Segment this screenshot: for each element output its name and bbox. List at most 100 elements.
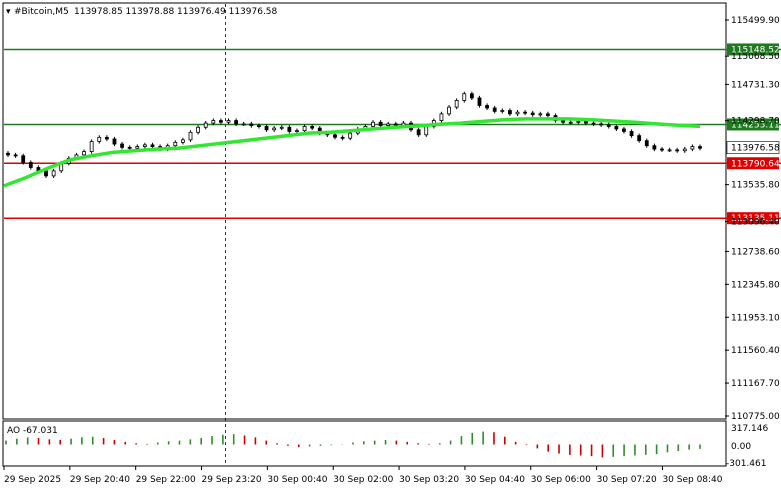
header-symbol: #Bitcoin,M5: [14, 7, 69, 17]
ao-label: AO -67.031: [7, 426, 58, 436]
main-plot-frame: [2, 2, 727, 420]
candle-body: [462, 93, 467, 101]
candle-body: [112, 138, 117, 145]
ao-scale-top: 317.146: [731, 424, 768, 434]
candle-body: [6, 152, 10, 156]
candle-body: [447, 106, 451, 115]
candle-body: [44, 170, 48, 177]
candle-body: [279, 126, 284, 129]
price-tick-label: 112345.80: [731, 280, 780, 290]
candle-body: [652, 145, 657, 150]
candle-body: [333, 134, 337, 138]
candle-body: [667, 149, 672, 152]
candle-body: [538, 113, 543, 116]
time-axis: 29 Sep 2025 29 Sep 20:40 29 Sep 22:00 29 Se…: [3, 466, 723, 485]
candle-body: [477, 97, 482, 106]
candle-body: [104, 136, 109, 140]
candle-body: [530, 112, 535, 116]
level-price-label: 113790.64: [731, 159, 780, 169]
candle-body: [416, 129, 421, 136]
price-tick-label: 111167.70: [731, 379, 780, 389]
candle-body: [584, 121, 588, 124]
candle-body: [135, 146, 140, 149]
candle-body: [97, 136, 102, 142]
candle-body: [219, 120, 223, 123]
current-price-tag: [726, 141, 780, 154]
indicator-plot-frame: [2, 420, 727, 467]
price-tick-label: 110775.00: [731, 412, 780, 422]
candle-body: [568, 121, 573, 124]
candle-body: [599, 123, 604, 126]
candle-body: [622, 128, 626, 132]
ao-histogram-group: [5, 431, 701, 458]
price-tick-label: 114298.70: [731, 117, 780, 127]
candle-body: [591, 122, 596, 125]
candle-body: [150, 144, 155, 147]
price-tick-label: 111560.40: [731, 346, 780, 356]
candle-body: [21, 155, 26, 163]
candle-body: [561, 120, 566, 123]
candle-body: [454, 100, 459, 108]
candle-body: [523, 111, 527, 114]
candle-body: [675, 149, 680, 152]
candle-body: [546, 113, 550, 116]
candle-body: [188, 131, 193, 141]
candle-body: [51, 170, 56, 177]
candle-body: [272, 127, 277, 131]
price-tick-label: 111953.10: [731, 313, 780, 323]
time-tick-label: 30 Sep 03:20: [399, 475, 459, 485]
level-price-label: 115148.52: [731, 45, 780, 55]
candle-body: [196, 126, 201, 133]
price-tick-label: 115068.50: [731, 52, 780, 62]
candle-body: [234, 120, 239, 125]
time-tick-label: 29 Sep 2025: [4, 475, 61, 485]
candle-body: [637, 135, 642, 142]
level-price-label: 113135.11: [731, 214, 780, 224]
moving-average-line: [3, 117, 701, 188]
candle-body: [340, 136, 345, 139]
time-tick-label: 29 Sep 20:40: [70, 475, 130, 485]
candle-body: [515, 111, 520, 115]
candle-body: [310, 126, 315, 129]
candle-body: [13, 154, 18, 157]
price-tick-label: 113096.40: [731, 217, 780, 227]
candle-body: [295, 130, 299, 133]
candle-body: [690, 146, 695, 150]
candle-body: [682, 148, 687, 152]
time-tick-label: 30 Sep 04:40: [465, 475, 525, 485]
candle-body: [424, 126, 429, 136]
candle-body: [127, 146, 132, 149]
time-tick-label: 30 Sep 07:20: [597, 475, 657, 485]
candle-body: [644, 140, 649, 147]
current-price-label: 113976.58: [731, 144, 780, 154]
level-price-tag: [727, 118, 779, 131]
price-tick-label: 115499.90: [731, 16, 780, 26]
candle-body: [120, 143, 124, 148]
candle-body: [226, 120, 231, 123]
candle-body: [393, 123, 398, 126]
candle-body: [698, 146, 702, 149]
candle-body: [614, 126, 619, 130]
price-tick-label: 114731.30: [731, 80, 780, 90]
candle-body: [386, 123, 391, 126]
candle-body: [469, 93, 474, 99]
level-price-tag: [727, 43, 779, 56]
price-tick-label: 113535.80: [731, 181, 780, 191]
time-tick-label: 30 Sep 00:40: [267, 475, 327, 485]
candle-body: [241, 123, 246, 126]
candle-body: [371, 121, 375, 127]
candle-body: [264, 126, 269, 131]
candle-body: [142, 144, 147, 147]
candle-body: [302, 126, 307, 132]
candle-body: [492, 107, 497, 112]
ao-scale-bottom: -301.461: [726, 459, 766, 469]
ao-scale-zero: 0.00: [731, 442, 751, 452]
level-price-tag: [727, 157, 779, 170]
price-axis: 115499.90 115068.50 114731.30 114298.70 1135…: [725, 16, 780, 422]
candle-body: [378, 121, 383, 126]
candle-body: [211, 120, 216, 124]
candle-body: [629, 131, 634, 137]
header-ohlc: 113978.85 113978.88 113976.49 113976.58: [74, 7, 278, 17]
level-price-tag: [727, 212, 779, 225]
